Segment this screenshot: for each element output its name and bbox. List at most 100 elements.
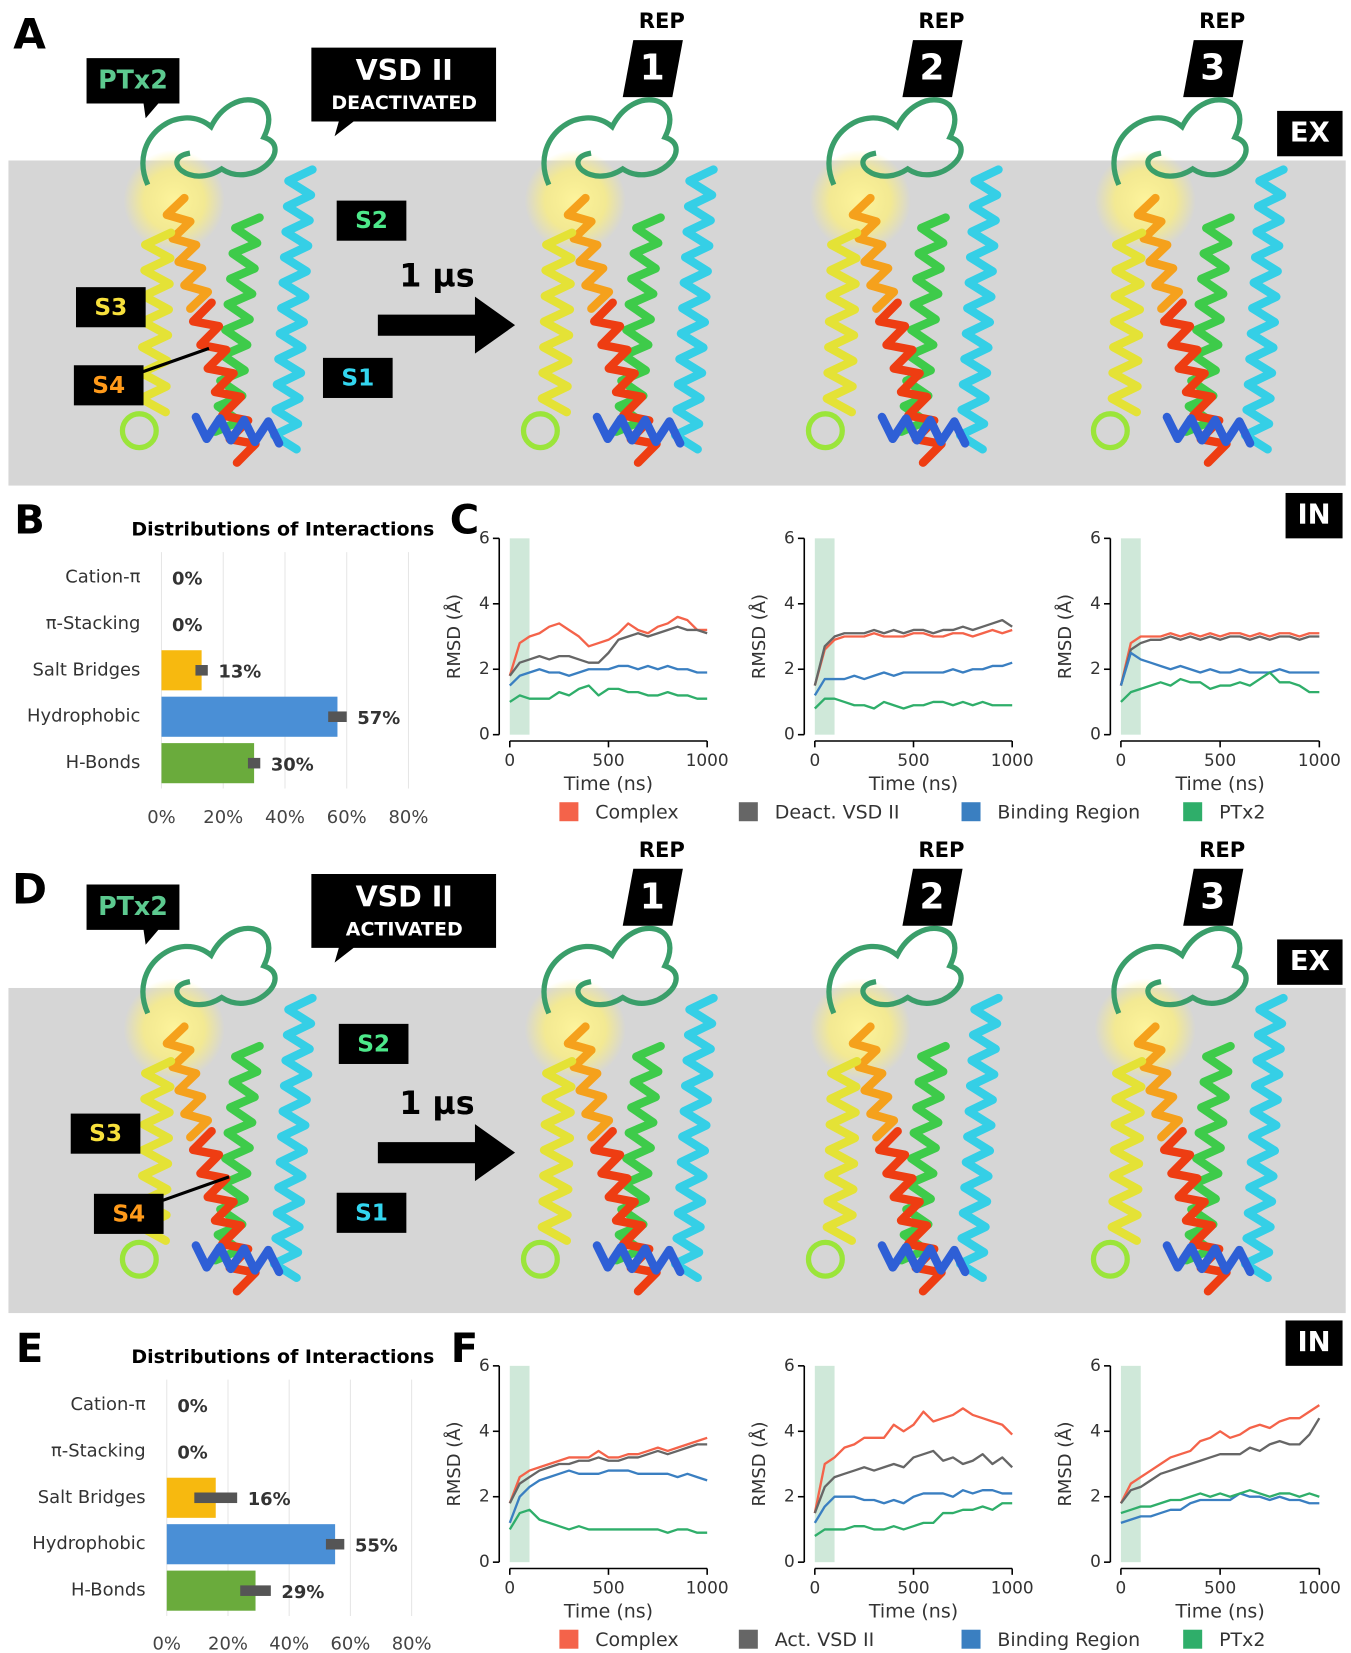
rep-box xyxy=(622,40,683,98)
segment-box xyxy=(73,365,144,406)
shaded-span xyxy=(1120,1365,1141,1563)
rmsd-line xyxy=(508,664,708,687)
rep-tag: REP xyxy=(1199,837,1245,862)
callout xyxy=(86,58,180,119)
helix xyxy=(1162,1241,1255,1277)
callout-title: VSD II xyxy=(356,880,453,913)
rep-number: 2 xyxy=(919,876,944,917)
x-tick-label: 0 xyxy=(1116,750,1127,770)
callout xyxy=(311,47,497,137)
x-tick-label: 20% xyxy=(208,1633,248,1653)
segment-box xyxy=(70,1113,141,1154)
y-tick-label: 6 xyxy=(479,1355,490,1375)
y-tick-label: 0 xyxy=(1090,724,1101,744)
value-label: 16% xyxy=(248,1489,291,1510)
x-tick-label: 500 xyxy=(897,1578,929,1598)
rep-box xyxy=(1183,40,1244,98)
y-tick-label: 6 xyxy=(784,1355,795,1375)
panel-letter: D xyxy=(12,864,47,913)
error-bar xyxy=(328,711,347,723)
y-tick-label: 4 xyxy=(1090,1420,1101,1440)
x-tick-label: 1000 xyxy=(686,1578,729,1598)
rmsd-line xyxy=(508,1508,708,1534)
y-tick-label: 6 xyxy=(1090,527,1101,547)
pointer xyxy=(139,346,210,375)
x-tick-label: 1000 xyxy=(991,750,1034,770)
helix xyxy=(955,993,1003,1283)
legend-swatch xyxy=(961,1629,981,1649)
y-tick-label: 2 xyxy=(1090,1486,1101,1506)
y-tick-label: 4 xyxy=(479,593,490,613)
legend-swatch xyxy=(738,802,758,822)
x-tick-label: 60% xyxy=(327,807,367,828)
rep-tag: REP xyxy=(1199,8,1245,33)
y-axis-label: RMSD (Å) xyxy=(1054,1421,1076,1506)
callout-text: PTx2 xyxy=(98,891,168,921)
rep-number: 1 xyxy=(640,876,665,917)
loop xyxy=(805,411,845,451)
error-bar xyxy=(194,1492,238,1504)
x-tick-label: 0% xyxy=(147,807,175,828)
rmsd-line xyxy=(1119,1404,1320,1504)
helix xyxy=(537,228,577,417)
rep-box xyxy=(902,40,963,98)
y-tick-label: 4 xyxy=(784,593,795,613)
category-label: H-Bonds xyxy=(71,1580,146,1601)
rmsd-line xyxy=(1119,632,1320,686)
x-axis-label: Time (ns) xyxy=(868,773,958,795)
legend-swatch xyxy=(559,802,579,822)
rmsd-line xyxy=(813,618,1013,686)
segment-label: S2 xyxy=(355,207,388,234)
y-axis-label: RMSD (Å) xyxy=(748,1421,770,1506)
helix xyxy=(1240,165,1288,454)
helix xyxy=(1133,1022,1184,1142)
x-tick-label: 500 xyxy=(1204,1578,1236,1598)
loop xyxy=(520,411,560,451)
rmsd-line xyxy=(508,1436,708,1504)
category-label: Salt Bridges xyxy=(38,1487,146,1508)
x-tick-label: 80% xyxy=(389,807,429,828)
arrow xyxy=(377,1124,516,1182)
x-axis-label: Time (ns) xyxy=(1175,1600,1265,1622)
shaded-span xyxy=(1120,538,1141,735)
rmsd-line xyxy=(508,1469,708,1524)
legend-label: Binding Region xyxy=(997,801,1140,823)
y-tick-label: 6 xyxy=(479,527,490,547)
rep-number: 1 xyxy=(640,48,665,89)
helix xyxy=(563,193,614,313)
y-tick-label: 2 xyxy=(784,658,795,678)
legend-swatch xyxy=(961,802,981,822)
value-label: 0% xyxy=(177,1442,207,1463)
y-tick-label: 0 xyxy=(1090,1551,1101,1571)
category-label: Cation-π xyxy=(65,566,140,587)
helix xyxy=(877,412,970,448)
rep-box xyxy=(902,868,963,926)
rmsd-line xyxy=(1119,1417,1321,1504)
rmsd-line xyxy=(813,1449,1014,1514)
segment-box xyxy=(336,200,407,241)
shaded-span xyxy=(509,538,530,735)
x-tick-label: 500 xyxy=(592,750,624,770)
helix xyxy=(1162,412,1255,448)
toxin-loop xyxy=(826,925,964,1015)
x-tick-label: 1000 xyxy=(686,750,729,770)
y-axis-label: RMSD (Å) xyxy=(748,594,770,679)
segment-box xyxy=(336,1192,407,1233)
toxin-loop xyxy=(140,97,278,186)
rmsd-line xyxy=(1119,651,1320,686)
category-label: H-Bonds xyxy=(66,752,141,773)
panel-letter: C xyxy=(450,498,479,544)
legend-label: PTx2 xyxy=(1219,1629,1265,1651)
segment-label: S3 xyxy=(89,1120,122,1147)
y-tick-label: 4 xyxy=(1090,593,1101,613)
helix xyxy=(822,228,862,417)
y-tick-label: 4 xyxy=(479,1420,490,1440)
segment-box xyxy=(75,287,146,328)
x-tick-label: 60% xyxy=(330,1633,370,1653)
helix xyxy=(191,412,284,448)
rmsd-line xyxy=(814,697,1013,710)
helix xyxy=(592,1241,685,1277)
legend-label: Act. VSD II xyxy=(775,1629,875,1651)
segment-label: S1 xyxy=(355,1199,388,1226)
